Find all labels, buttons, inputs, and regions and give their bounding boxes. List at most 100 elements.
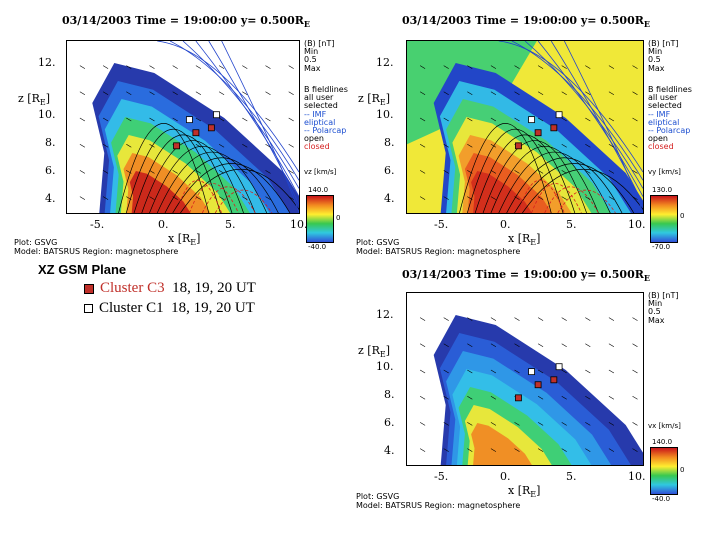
velocity-arrow [419, 448, 426, 452]
x-tick-label: 10. [290, 218, 308, 231]
velocity-arrow [514, 448, 520, 452]
velocity-arrow [419, 117, 426, 122]
velocity-arrow [195, 143, 202, 148]
velocity-arrow [632, 395, 638, 400]
velocity-arrow [102, 196, 109, 200]
panel-title: 03/14/2003 Time = 19:00:00 y= 0.500RE [402, 268, 650, 284]
velocity-arrow [490, 196, 497, 200]
velocity-arrow [561, 422, 567, 426]
fieldline [141, 140, 244, 213]
legend-row-c1: Cluster C1 18, 19, 20 UT [84, 300, 255, 317]
velocity-arrow [608, 65, 615, 69]
velocity-arrow [149, 117, 155, 122]
velocity-arrow [514, 65, 520, 69]
velocity-arrow [608, 117, 615, 122]
velocity-arrow [172, 65, 178, 69]
velocity-arrow [126, 65, 132, 69]
velocity-arrow [467, 196, 473, 200]
velocity-arrow [443, 196, 449, 200]
velocity-arrow [608, 448, 615, 452]
velocity-arrow [79, 170, 86, 174]
plot-area [406, 40, 644, 214]
cluster-c3-marker [515, 394, 522, 402]
x-tick-label: -5. [90, 218, 105, 231]
velocity-arrow [126, 143, 132, 148]
velocity-arrow [537, 422, 544, 426]
velocity-arrow [467, 448, 473, 452]
velocity-arrow [149, 196, 155, 200]
velocity-arrow [514, 343, 520, 348]
velocity-arrow [419, 91, 426, 96]
velocity-arrow [195, 196, 202, 200]
velocity-arrow [632, 448, 638, 452]
legend-title: XZ GSM Plane [38, 262, 127, 277]
velocity-arrow [467, 117, 473, 122]
velocity-arrow [585, 196, 591, 200]
velocity-arrow [467, 91, 473, 96]
velocity-arrow [585, 369, 591, 374]
side-labels: (B) [nT] Min 0.5 Max [304, 39, 335, 73]
fieldline [164, 157, 279, 213]
velocity-arrow [242, 170, 248, 174]
fieldline [522, 168, 643, 213]
velocity-arrow [608, 317, 615, 321]
velocity-arrow [608, 196, 615, 200]
colorbar-max: 140.0 [308, 186, 329, 194]
velocity-arrow [265, 65, 271, 69]
plot-footer: Plot: GSVG Model: BATSRUS Region: magneto… [14, 238, 179, 256]
fieldline [482, 140, 587, 213]
velocity-arrow [126, 117, 132, 122]
y-tick-label: 10. [38, 108, 56, 121]
x-tick-label: 5. [225, 218, 236, 231]
colorbar-min: -70.0 [652, 243, 671, 251]
velocity-arrow [632, 196, 638, 200]
fieldline [180, 168, 299, 213]
closed-fieldline [531, 183, 582, 213]
x-tick-label: 5. [566, 470, 577, 483]
y-axis-label: z [RE] [358, 344, 391, 360]
velocity-arrow [490, 369, 497, 374]
velocity-arrow [490, 170, 497, 174]
velocity-arrow [632, 369, 638, 374]
velocity-arrow [561, 395, 567, 400]
cluster-c3-marker [534, 129, 542, 137]
velocity-arrow [514, 170, 520, 174]
velocity-arrow [537, 395, 544, 400]
colorbar-mid: 0 [680, 466, 685, 474]
velocity-arrow [608, 143, 615, 148]
velocity-arrow [265, 143, 271, 148]
fieldline [149, 145, 256, 213]
x-tick-label: 10. [628, 470, 646, 483]
velocity-arrow [195, 91, 202, 96]
fieldline [125, 129, 221, 213]
fieldline-legend: B fieldlines all user selected -- IMF el… [648, 85, 692, 152]
colorbar-mid: 0 [336, 214, 341, 222]
velocity-arrow [537, 117, 544, 122]
velocity-arrow [467, 369, 473, 374]
velocity-arrow [561, 91, 567, 96]
y-axis-label: z [RE] [18, 92, 51, 108]
velocity-arrow [537, 343, 544, 348]
y-tick-label: 4. [384, 192, 395, 205]
y-tick-label: 4. [45, 192, 56, 205]
colorbar-min: -40.0 [652, 495, 671, 503]
velocity-arrow [242, 143, 248, 148]
velocity-arrow [126, 170, 132, 174]
velocity-arrow [585, 117, 591, 122]
velocity-arrow [514, 91, 520, 96]
velocity-arrow [419, 343, 426, 348]
fieldline [156, 151, 268, 213]
velocity-arrow [443, 143, 449, 148]
x-tick-label: -5. [434, 218, 449, 231]
velocity-arrow [126, 91, 132, 96]
velocity-arrow [149, 65, 155, 69]
velocity-arrow [218, 91, 225, 96]
velocity-arrow [218, 65, 225, 69]
closed-fieldline [176, 180, 223, 213]
imf-line [498, 41, 643, 173]
velocity-arrow [149, 170, 155, 174]
velocity-arrow [608, 369, 615, 374]
velocity-arrow [288, 117, 294, 122]
velocity-arrow [608, 343, 615, 348]
closed-fieldline [544, 186, 599, 213]
